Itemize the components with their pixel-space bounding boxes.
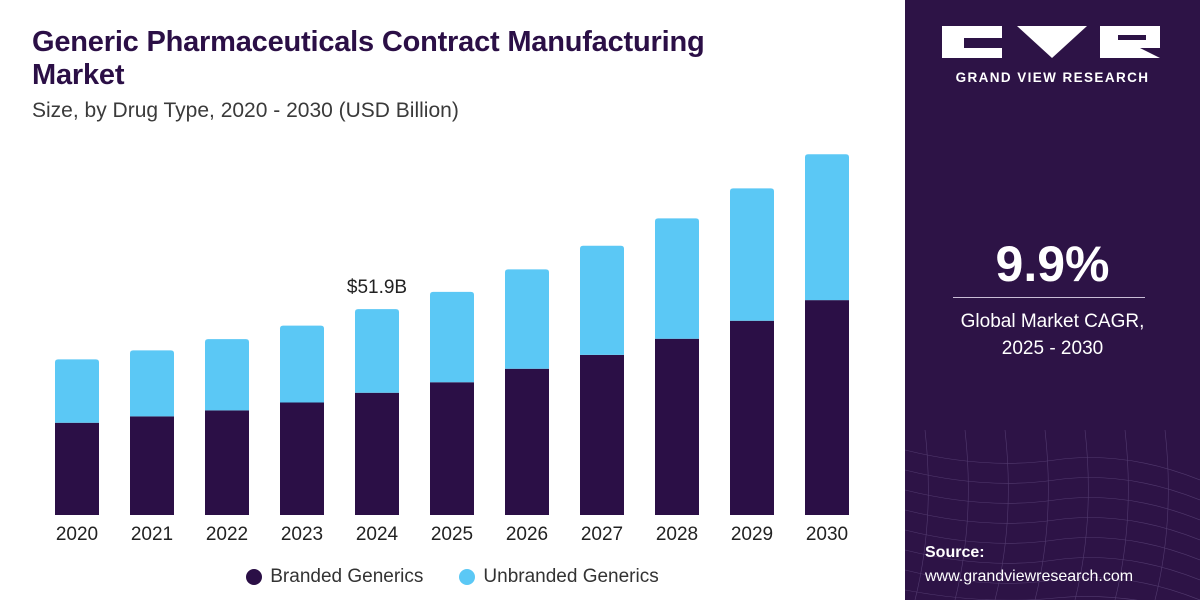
brand-name: GRAND VIEW RESEARCH [955, 70, 1150, 85]
x-tick-label: 2026 [506, 524, 548, 545]
bar-unbranded-2025 [430, 291, 474, 383]
bar-branded-2024 [355, 392, 399, 515]
x-tick-label: 2025 [431, 524, 473, 545]
bar-branded-2023 [280, 402, 324, 515]
cagr-label-line1: Global Market CAGR, [960, 311, 1145, 332]
bar-unbranded-2029 [730, 188, 774, 321]
bar-value-label: $51.9B [347, 277, 407, 298]
bar-unbranded-2023 [280, 325, 324, 403]
bar-unbranded-2028 [655, 218, 699, 339]
source-label: Source: [925, 544, 985, 561]
bar-unbranded-2030 [805, 154, 849, 301]
bar-branded-2029 [730, 320, 774, 515]
bar-unbranded-2022 [205, 339, 249, 411]
x-tick-label: 2030 [806, 524, 848, 545]
legend-item-branded: Branded Generics [246, 566, 423, 588]
bar-branded-2026 [505, 368, 549, 515]
x-tick-label: 2020 [56, 524, 98, 545]
legend-item-unbranded: Unbranded Generics [459, 566, 659, 588]
chart-legend: Branded Generics Unbranded Generics [0, 562, 905, 592]
legend-label-unbranded: Unbranded Generics [483, 566, 659, 587]
x-tick-label: 2029 [731, 524, 773, 545]
bar-branded-2025 [430, 382, 474, 515]
cagr-divider [953, 297, 1145, 298]
x-tick-label: 2023 [281, 524, 323, 545]
cagr-label: Global Market CAGR, 2025 - 2030 [905, 308, 1200, 362]
legend-label-branded: Branded Generics [270, 566, 424, 587]
legend-swatch-branded [246, 569, 263, 585]
chart-subtitle: Size, by Drug Type, 2020 - 2030 (USD Bil… [32, 99, 459, 122]
bar-unbranded-2024 [355, 309, 399, 393]
x-tick-label: 2021 [131, 524, 173, 545]
bar-branded-2027 [580, 354, 624, 515]
cagr-label-line2: 2025 - 2030 [1001, 338, 1104, 359]
source-link[interactable]: www.grandviewresearch.com [925, 568, 1134, 585]
cagr-value: 9.9% [995, 236, 1110, 292]
chart-panel: Generic Pharmaceuticals Contract Manufac… [0, 26, 905, 592]
legend-swatch-unbranded [459, 569, 476, 585]
bar-branded-2030 [805, 300, 849, 515]
gvr-logo [942, 26, 1160, 58]
bar-unbranded-2026 [505, 269, 549, 369]
bar-unbranded-2020 [55, 359, 99, 423]
bar-branded-2028 [655, 338, 699, 515]
bar-branded-2020 [55, 422, 99, 515]
bar-unbranded-2021 [130, 350, 174, 417]
x-tick-label: 2027 [581, 524, 623, 545]
wave-grid-background [905, 430, 1200, 600]
bar-branded-2022 [205, 410, 249, 515]
stacked-bar-chart: 2020 2021 2022 2023 2024 $51.9B 2025 2026 2027 20… [55, 154, 849, 545]
sidebar-panel: GRAND VIEW RESEARCH 9.9% Global Market C… [905, 0, 1200, 600]
x-tick-label: 2024 [356, 524, 399, 545]
bar-branded-2021 [130, 416, 174, 515]
x-tick-label: 2028 [656, 524, 698, 545]
x-tick-label: 2022 [206, 524, 248, 545]
chart-title: Generic Pharmaceuticals Contract Manufac… [32, 26, 705, 91]
bar-unbranded-2027 [580, 245, 624, 355]
